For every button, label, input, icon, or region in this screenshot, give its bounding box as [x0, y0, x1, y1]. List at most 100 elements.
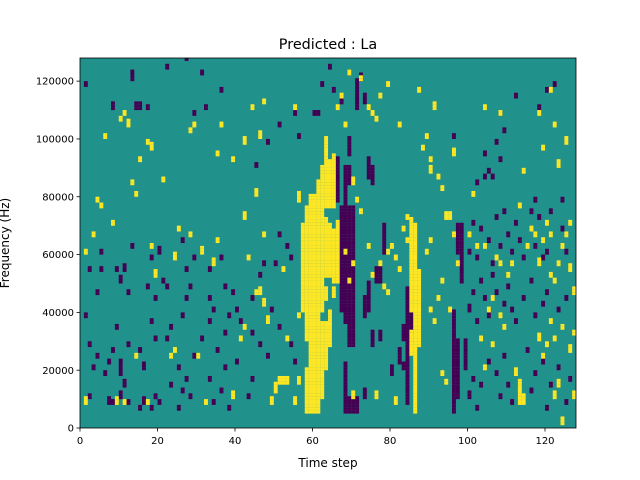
- heatmap-cell-positive: [335, 243, 340, 246]
- heatmap-cell-positive: [324, 257, 329, 261]
- heatmap-cell-negative: [351, 219, 356, 223]
- heatmap-cell-positive: [331, 179, 336, 183]
- heatmap-cell-positive: [231, 390, 236, 394]
- heatmap-cell-negative: [223, 332, 228, 336]
- heatmap-cell-positive: [517, 399, 522, 403]
- heatmap-cell-positive: [300, 306, 305, 310]
- heatmap-cell-negative: [564, 248, 569, 252]
- heatmap-cell-positive: [312, 263, 317, 267]
- heatmap-cell-positive: [498, 112, 503, 116]
- heatmap-cell-positive: [219, 121, 224, 125]
- heatmap-cell-positive: [308, 410, 313, 414]
- heatmap-cell-positive: [413, 355, 418, 359]
- heatmap-cell-positive: [320, 266, 325, 270]
- heatmap-cell-negative: [134, 104, 139, 108]
- heatmap-cell-negative: [545, 289, 549, 293]
- heatmap-cell-positive: [521, 401, 526, 405]
- heatmap-cell-positive: [308, 193, 313, 197]
- heatmap-cell-negative: [347, 326, 352, 330]
- heatmap-cell-positive: [308, 225, 313, 229]
- heatmap-cell-positive: [324, 147, 329, 151]
- heatmap-cell-positive: [312, 219, 317, 223]
- heatmap-cell-positive: [335, 280, 340, 284]
- heatmap-cell-negative: [289, 341, 294, 345]
- heatmap-cell-negative: [343, 257, 348, 261]
- heatmap-cell-positive: [548, 89, 553, 93]
- heatmap-cell-negative: [370, 344, 375, 348]
- heatmap-cell-negative: [339, 245, 344, 249]
- heatmap-cell-negative: [452, 326, 456, 330]
- heatmap-cell-positive: [277, 381, 282, 385]
- heatmap-cell-positive: [308, 309, 313, 313]
- heatmap-cell-negative: [335, 185, 340, 189]
- heatmap-cell-negative: [343, 164, 348, 168]
- heatmap-cell-positive: [122, 401, 127, 405]
- heatmap-cell-positive: [312, 355, 317, 359]
- heatmap-cell-positive: [331, 196, 336, 200]
- heatmap-cell-positive: [304, 393, 309, 397]
- heatmap-cell-negative: [227, 404, 232, 408]
- heatmap-cell-negative: [459, 260, 464, 264]
- heatmap-cell-positive: [483, 104, 487, 108]
- heatmap-cell-positive: [351, 263, 356, 267]
- heatmap-cell-negative: [471, 289, 476, 293]
- heatmap-cell-positive: [316, 269, 321, 272]
- heatmap-cell-positive: [374, 115, 379, 119]
- heatmap-cell-positive: [564, 231, 569, 235]
- heatmap-cell-negative: [452, 390, 456, 394]
- heatmap-cell-negative: [362, 300, 367, 304]
- heatmap-cell-positive: [413, 260, 418, 264]
- heatmap-cell-positive: [304, 338, 309, 342]
- heatmap-cell-positive: [324, 202, 329, 206]
- heatmap-cell-negative: [533, 245, 538, 249]
- heatmap-cell-positive: [335, 254, 340, 258]
- heatmap-cell-negative: [510, 248, 515, 252]
- heatmap-cell-negative: [335, 188, 340, 192]
- heatmap-cell-negative: [343, 240, 348, 244]
- heatmap-cell-positive: [304, 326, 309, 330]
- heatmap-cell-positive: [548, 231, 553, 235]
- heatmap-cell-negative: [479, 280, 484, 284]
- heatmap-cell-positive: [316, 202, 321, 206]
- heatmap-cell-negative: [525, 349, 530, 353]
- heatmap-cell-positive: [417, 283, 422, 287]
- heatmap-cell-positive: [386, 251, 391, 255]
- heatmap-cell-negative: [382, 237, 387, 241]
- heatmap-cell-negative: [351, 248, 356, 252]
- heatmap-cell-positive: [304, 321, 309, 324]
- heatmap-cell-positive: [293, 401, 298, 405]
- heatmap-cell-negative: [351, 410, 356, 414]
- heatmap-cell-positive: [130, 179, 135, 183]
- heatmap-cell-negative: [87, 396, 92, 400]
- heatmap-cell-positive: [328, 269, 332, 272]
- heatmap-cell-positive: [320, 254, 325, 258]
- heatmap-cell-negative: [200, 338, 205, 342]
- heatmap-cell-negative: [409, 323, 414, 327]
- heatmap-cell-negative: [351, 243, 356, 246]
- heatmap-cell-negative: [335, 167, 340, 171]
- heatmap-cell-negative: [347, 335, 352, 339]
- heatmap-cell-positive: [308, 393, 313, 397]
- heatmap-cell-positive: [316, 358, 321, 362]
- heatmap-cell-negative: [207, 375, 212, 379]
- heatmap-cell-positive: [359, 78, 363, 82]
- heatmap-cell-positive: [304, 387, 309, 391]
- heatmap-cell-positive: [440, 277, 445, 281]
- heatmap-cell-positive: [335, 222, 340, 226]
- heatmap-cell-positive: [486, 309, 491, 313]
- heatmap-cell-negative: [405, 387, 410, 391]
- heatmap-cell-positive: [521, 393, 526, 397]
- heatmap-cell-negative: [114, 323, 119, 327]
- heatmap-cell-negative: [351, 254, 356, 258]
- heatmap-cell-negative: [118, 277, 123, 281]
- heatmap-cell-negative: [153, 393, 158, 397]
- heatmap-cell-positive: [417, 289, 422, 293]
- heatmap-cell-positive: [242, 211, 247, 215]
- heatmap-cell-negative: [541, 361, 546, 365]
- heatmap-cell-negative: [343, 234, 348, 238]
- heatmap-cell-positive: [312, 228, 317, 232]
- heatmap-cell-positive: [254, 289, 259, 293]
- heatmap-cell-negative: [452, 355, 456, 359]
- heatmap-cell-positive: [312, 399, 317, 403]
- y-tick-label: 60000: [42, 250, 74, 261]
